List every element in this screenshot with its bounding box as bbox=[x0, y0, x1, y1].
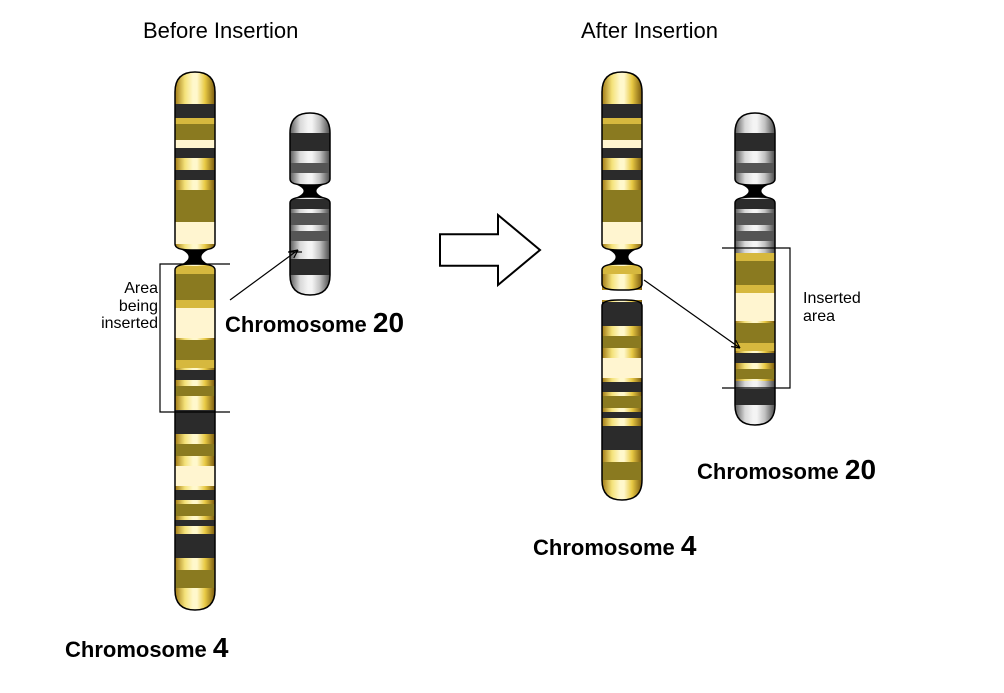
label-inserted-area: Inserted area bbox=[803, 290, 861, 325]
annotation-overlay bbox=[0, 0, 1004, 693]
chromosome-4-after-label: Chromosome 4 bbox=[533, 530, 697, 562]
chromosome-20-before-label: Chromosome 20 bbox=[225, 307, 404, 339]
chromosome-20-after-label: Chromosome 20 bbox=[697, 454, 876, 486]
chromosome-4-before-label: Chromosome 4 bbox=[65, 632, 229, 664]
label-area-being-inserted: Area being inserted bbox=[98, 280, 158, 333]
